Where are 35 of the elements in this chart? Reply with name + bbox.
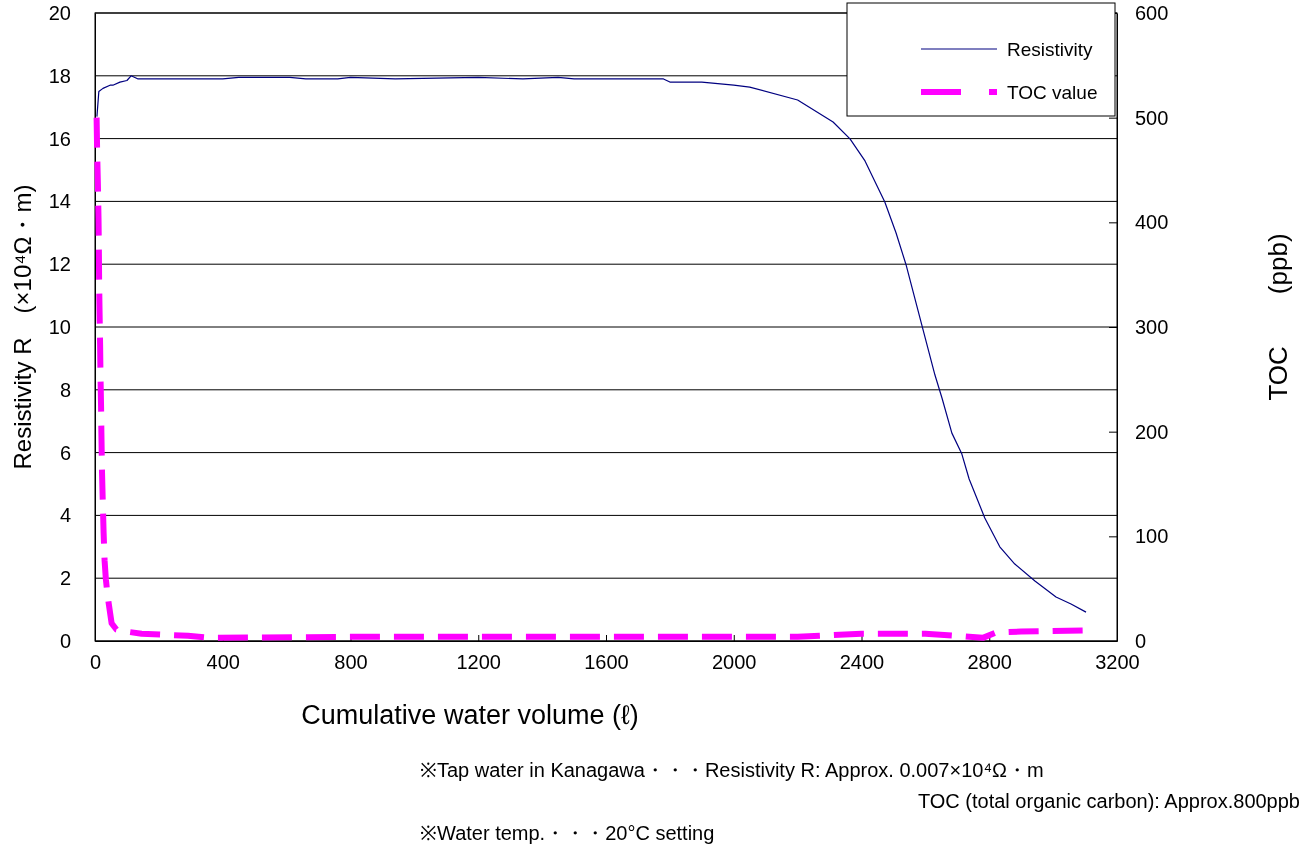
x-tick-label: 2800 [967, 651, 1012, 674]
y2-tick-label: 300 [1135, 315, 1169, 338]
y2-axis-title: TOC (ppb) [1263, 233, 1293, 401]
y2-tick-label: 0 [1135, 629, 1147, 652]
x-tick-label: 2000 [712, 651, 757, 674]
y2-tick-label: 200 [1135, 420, 1169, 443]
x-tick-label: 3200 [1095, 651, 1140, 674]
y-tick-label: 16 [48, 127, 71, 150]
x-tick-label: 0 [89, 651, 102, 674]
y-tick-label: 18 [48, 64, 71, 87]
x-tick-label: 1600 [584, 651, 629, 674]
y-tick-label: 10 [48, 315, 71, 338]
y-tick-label: 0 [59, 629, 71, 652]
text: ※Water temp.・・・20°C setting [420, 822, 715, 844]
text: TOC (total organic carbon): Approx.800ppb [917, 790, 1300, 812]
y2-tick-label: 600 [1135, 1, 1169, 24]
y2-tick-label: 100 [1135, 525, 1169, 548]
y-tick-label: 20 [48, 1, 71, 24]
text: ※Tap water in Kanagawa・・・Resistivity R: Approx. 0.007×10⁴Ω・m [420, 759, 1044, 781]
y-tick-label: 2 [59, 567, 71, 590]
x-tick-label: 400 [206, 651, 240, 674]
legend-label: TOC value [1007, 82, 1098, 103]
legend-label: Resistivity [1007, 39, 1094, 60]
y2-tick-label: 500 [1135, 106, 1169, 129]
x-tick-label: 1200 [456, 651, 501, 674]
y-tick-label: 12 [48, 253, 71, 276]
y2-tick-label: 400 [1135, 211, 1169, 234]
y-axis-title: Resistivity R (×10⁴Ω・m) [9, 184, 36, 470]
x-axis-title: Cumulative water volume (ℓ) [301, 700, 639, 730]
y-tick-label: 8 [59, 378, 71, 401]
x-tick-label: 2400 [839, 651, 885, 674]
x-tick-label: 800 [334, 651, 368, 674]
y-tick-label: 4 [59, 504, 71, 527]
y-tick-label: 14 [48, 190, 71, 213]
y-tick-label: 6 [59, 441, 71, 464]
